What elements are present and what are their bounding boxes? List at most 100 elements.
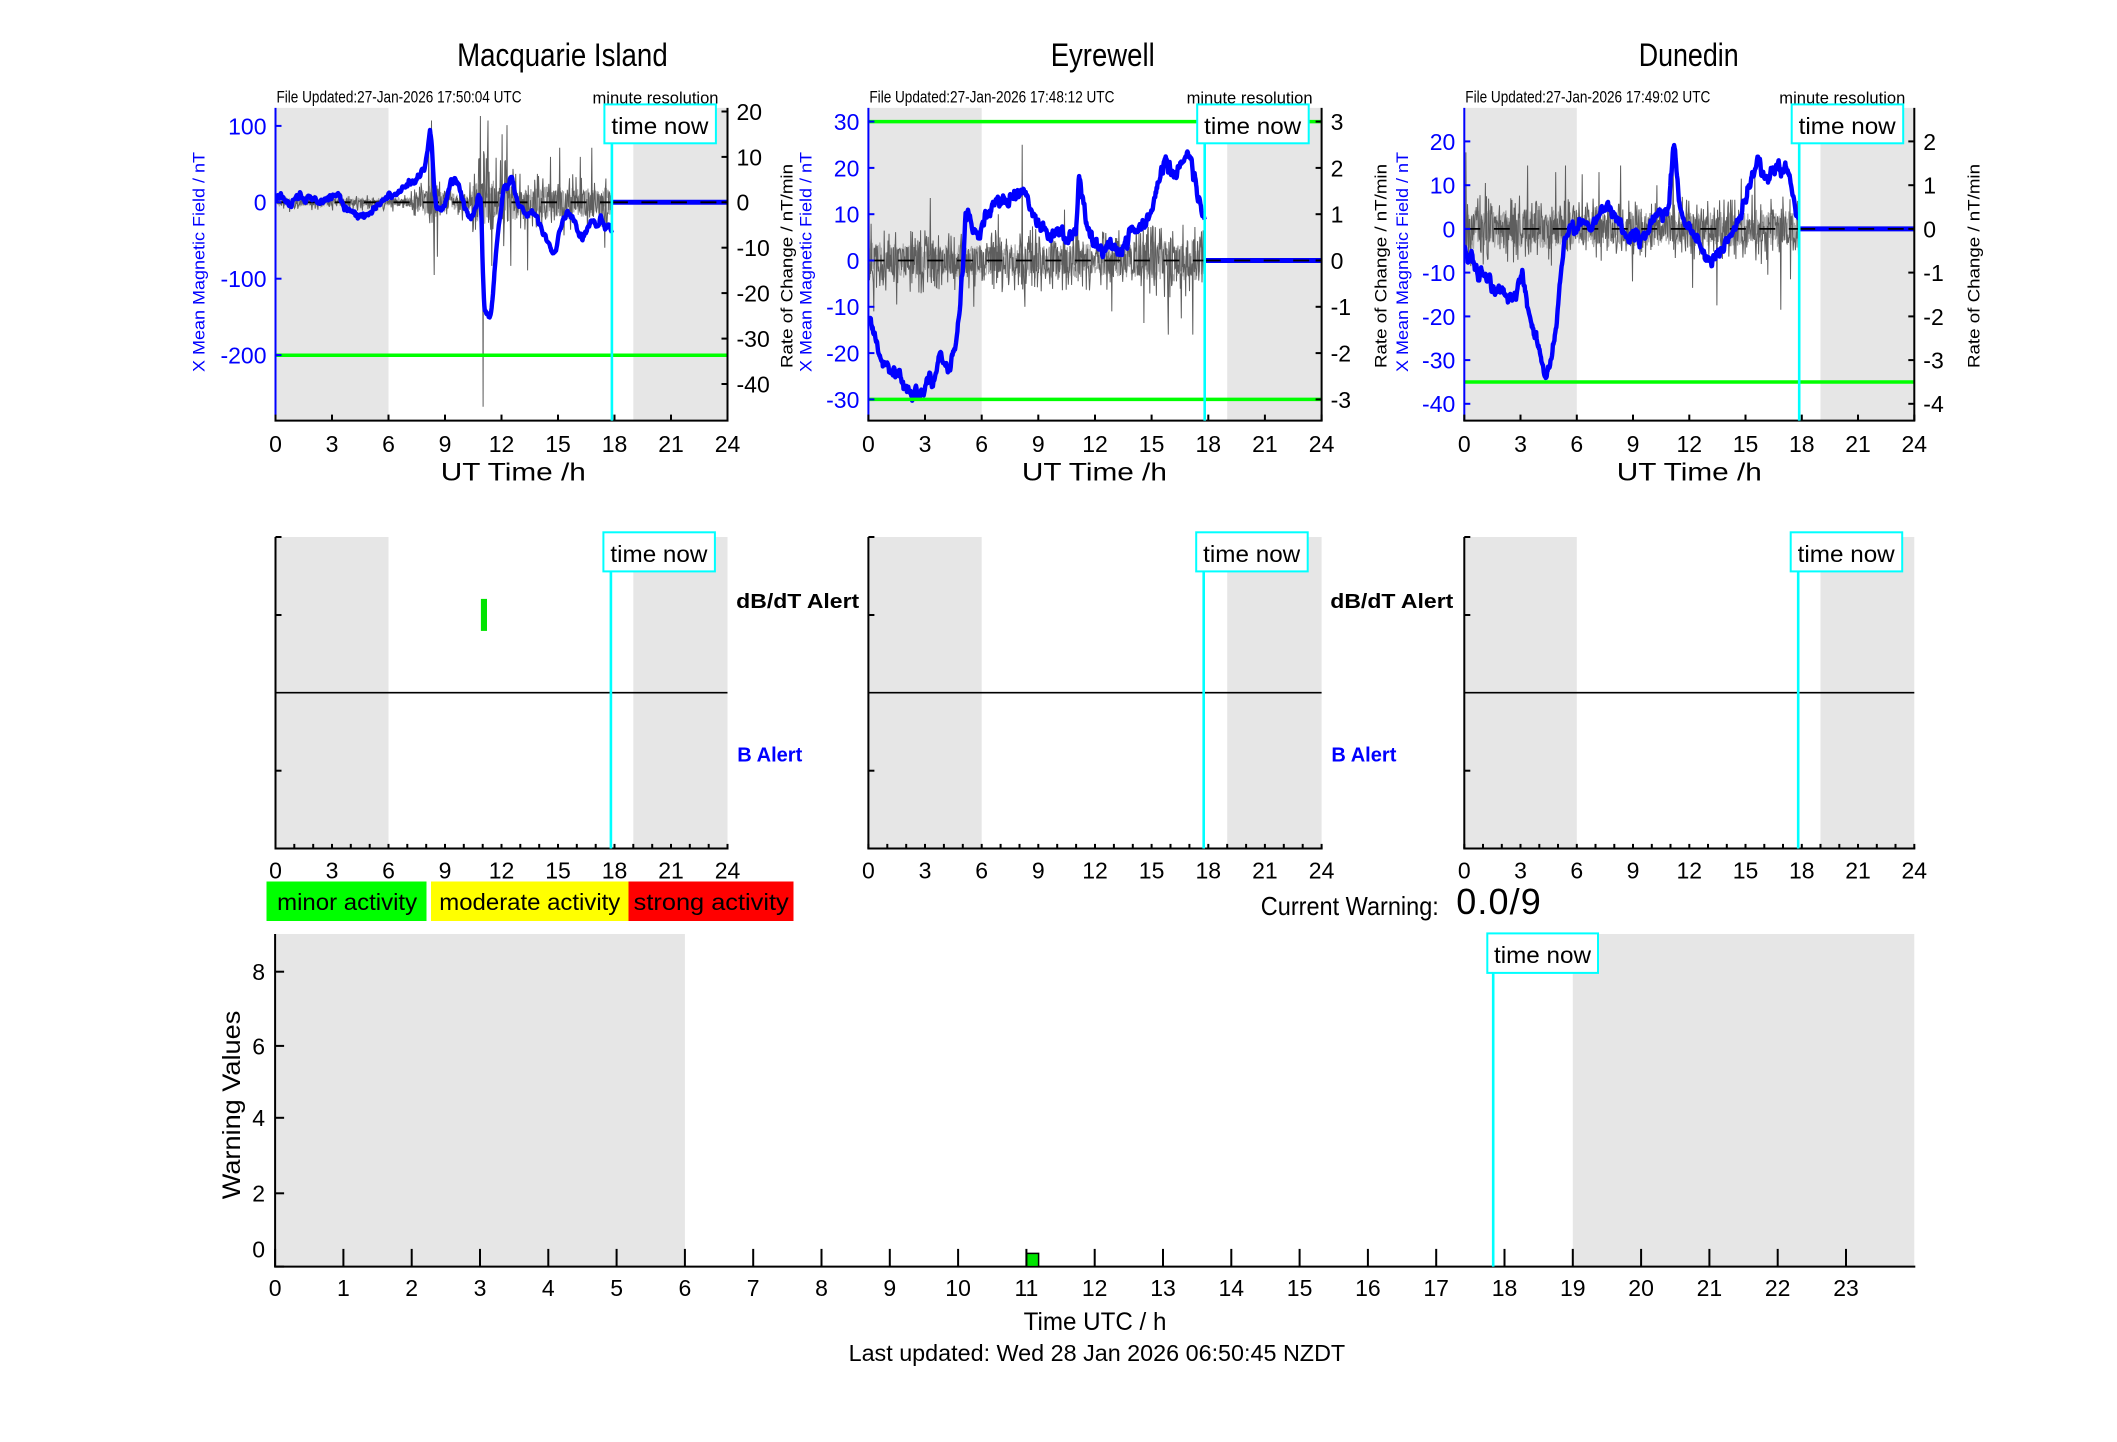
svg-text:4: 4	[252, 1105, 265, 1131]
svg-text:minute resolution: minute resolution	[1187, 89, 1313, 108]
svg-text:0.0/9: 0.0/9	[1456, 881, 1541, 922]
svg-text:21: 21	[658, 431, 684, 457]
svg-text:B Alert: B Alert	[737, 745, 802, 767]
svg-text:14: 14	[1219, 1275, 1245, 1301]
svg-text:24: 24	[1309, 858, 1335, 884]
svg-text:Rate of Change / nT/min: Rate of Change / nT/min	[1964, 164, 1983, 368]
svg-text:13: 13	[1150, 1275, 1176, 1301]
svg-text:time now: time now	[1494, 942, 1591, 968]
svg-text:3: 3	[919, 431, 932, 457]
svg-text:3: 3	[326, 431, 339, 457]
svg-text:12: 12	[1082, 858, 1108, 884]
svg-text:2: 2	[1923, 129, 1936, 155]
svg-text:6: 6	[679, 1275, 692, 1301]
svg-text:Rate of Change / nT/min: Rate of Change / nT/min	[1372, 164, 1391, 368]
svg-text:9: 9	[439, 431, 452, 457]
svg-text:3: 3	[1331, 109, 1344, 135]
svg-text:0: 0	[1923, 216, 1936, 242]
svg-text:10: 10	[945, 1275, 971, 1301]
svg-text:-20: -20	[826, 341, 859, 367]
svg-text:Dunedin: Dunedin	[1639, 37, 1739, 73]
svg-text:-10: -10	[826, 294, 859, 320]
svg-text:10: 10	[737, 144, 763, 170]
svg-text:21: 21	[1697, 1275, 1723, 1301]
svg-text:moderate activity: moderate activity	[439, 889, 621, 915]
svg-text:-20: -20	[1422, 304, 1455, 330]
svg-text:12: 12	[1082, 431, 1108, 457]
svg-text:Last updated: Wed 28 Jan 2026: Last updated: Wed 28 Jan 2026 06:50:45 N…	[849, 1340, 1346, 1366]
svg-text:X Mean Magnetic Field / nT: X Mean Magnetic Field / nT	[797, 152, 816, 372]
svg-text:-30: -30	[737, 326, 770, 352]
svg-text:17: 17	[1423, 1275, 1449, 1301]
svg-text:Macquarie Island: Macquarie Island	[457, 37, 668, 73]
svg-text:-30: -30	[826, 387, 859, 413]
svg-text:UT Time /h: UT Time /h	[1022, 459, 1167, 487]
svg-text:100: 100	[228, 113, 266, 139]
svg-text:15: 15	[1287, 1275, 1313, 1301]
svg-text:-1: -1	[1923, 260, 1943, 286]
svg-text:-20: -20	[737, 281, 770, 307]
svg-text:-10: -10	[1422, 260, 1455, 286]
svg-text:0: 0	[254, 190, 267, 216]
svg-text:time now: time now	[1204, 113, 1301, 139]
svg-text:3: 3	[1514, 858, 1527, 884]
svg-text:21: 21	[1845, 858, 1871, 884]
svg-text:0: 0	[269, 858, 282, 884]
svg-text:3: 3	[1514, 431, 1527, 457]
svg-text:X Mean Magnetic Field / nT: X Mean Magnetic Field / nT	[190, 152, 209, 372]
svg-text:6: 6	[975, 431, 988, 457]
svg-text:15: 15	[1733, 858, 1759, 884]
svg-text:-2: -2	[1923, 304, 1943, 330]
svg-text:2: 2	[405, 1275, 418, 1301]
svg-text:0: 0	[1458, 858, 1471, 884]
svg-text:18: 18	[1492, 1275, 1518, 1301]
svg-text:B Alert: B Alert	[1331, 745, 1396, 767]
svg-text:UT Time /h: UT Time /h	[441, 459, 586, 487]
svg-text:21: 21	[1252, 858, 1278, 884]
svg-text:9: 9	[1627, 431, 1640, 457]
svg-text:19: 19	[1560, 1275, 1586, 1301]
svg-text:3: 3	[326, 858, 339, 884]
svg-text:Rate of Change / nT/min: Rate of Change / nT/min	[778, 164, 797, 368]
svg-text:-1: -1	[1331, 294, 1351, 320]
svg-text:0: 0	[252, 1237, 265, 1263]
svg-text:0: 0	[1458, 431, 1471, 457]
svg-text:8: 8	[252, 959, 265, 985]
svg-text:12: 12	[1677, 858, 1703, 884]
svg-text:minor activity: minor activity	[277, 889, 418, 915]
svg-text:Current Warning:: Current Warning:	[1261, 891, 1439, 921]
svg-text:18: 18	[602, 858, 628, 884]
svg-text:6: 6	[252, 1033, 265, 1059]
svg-text:Eyrewell: Eyrewell	[1051, 37, 1155, 73]
svg-text:0: 0	[1331, 248, 1344, 274]
svg-text:-40: -40	[737, 371, 770, 397]
svg-text:5: 5	[610, 1275, 623, 1301]
svg-text:File Updated:27-Jan-2026 17:50: File Updated:27-Jan-2026 17:50:04 UTC	[277, 88, 522, 107]
svg-text:24: 24	[1902, 431, 1928, 457]
svg-text:20: 20	[1430, 129, 1456, 155]
svg-text:3: 3	[919, 858, 932, 884]
svg-text:X Mean Magnetic Field / nT: X Mean Magnetic Field / nT	[1393, 152, 1412, 372]
svg-text:10: 10	[1430, 173, 1456, 199]
svg-text:-4: -4	[1923, 391, 1944, 417]
svg-text:21: 21	[1845, 431, 1871, 457]
svg-text:-200: -200	[220, 343, 266, 369]
svg-text:20: 20	[737, 99, 763, 125]
svg-text:0: 0	[847, 248, 860, 274]
svg-text:18: 18	[1196, 431, 1222, 457]
svg-text:6: 6	[975, 858, 988, 884]
svg-text:-3: -3	[1923, 348, 1943, 374]
svg-text:21: 21	[658, 858, 684, 884]
svg-text:-30: -30	[1422, 348, 1455, 374]
svg-text:0: 0	[862, 858, 875, 884]
svg-text:6: 6	[1570, 858, 1583, 884]
svg-text:12: 12	[1082, 1275, 1108, 1301]
svg-text:15: 15	[1139, 858, 1165, 884]
svg-text:7: 7	[747, 1275, 760, 1301]
svg-text:9: 9	[439, 858, 452, 884]
svg-text:UT Time /h: UT Time /h	[1617, 459, 1762, 487]
svg-text:time now: time now	[1798, 541, 1895, 567]
svg-text:6: 6	[1570, 431, 1583, 457]
svg-text:8: 8	[815, 1275, 828, 1301]
svg-text:dB/dT Alert: dB/dT Alert	[736, 591, 859, 613]
